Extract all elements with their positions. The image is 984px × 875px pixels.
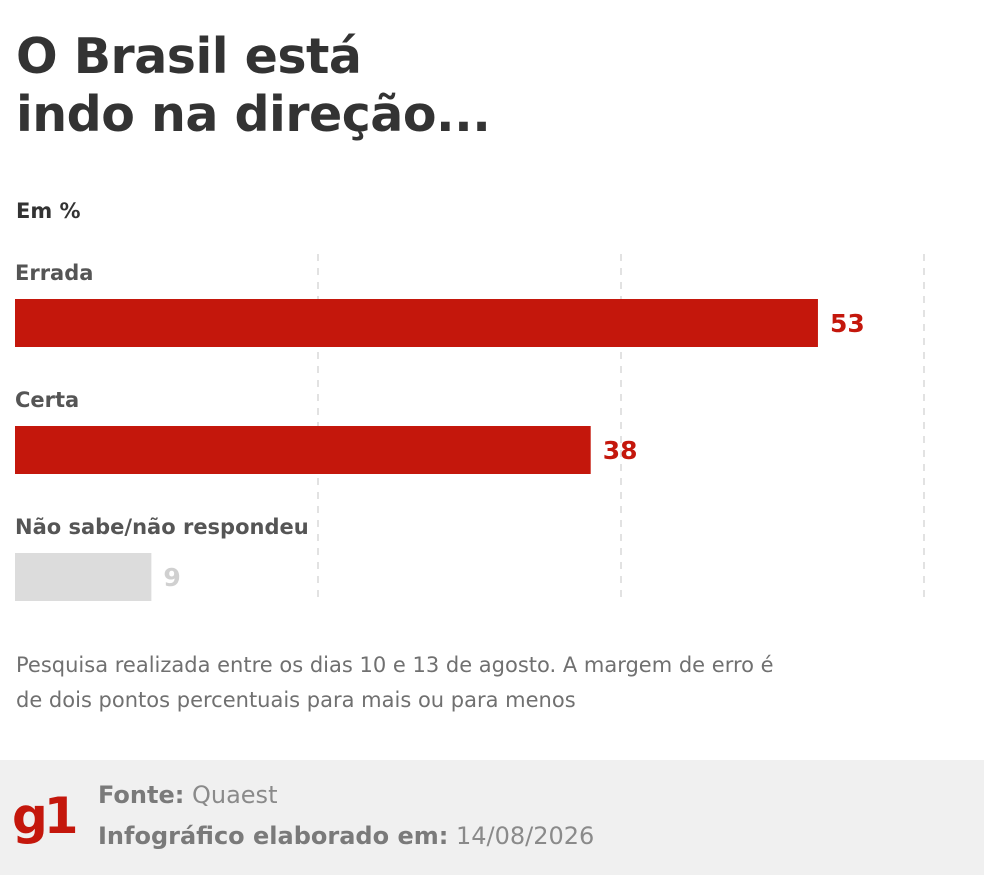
- chart-title-line-2: indo na direção...: [16, 86, 491, 143]
- value-label: 38: [603, 436, 638, 465]
- category-label: Não sabe/não respondeu: [15, 515, 309, 539]
- date-label: Infográfico elaborado em:: [98, 822, 449, 850]
- bar: [15, 426, 591, 474]
- unit-label: Em %: [16, 199, 81, 223]
- bar-chart: Errada 53 Certa 38 Não sabe/não respondeu 9: [15, 254, 925, 602]
- category-label: Errada: [15, 261, 93, 285]
- category-label: Certa: [15, 388, 79, 412]
- bar: [15, 299, 818, 347]
- survey-note: Pesquisa realizada entre os dias 10 e 13…: [16, 653, 774, 712]
- chart-title: O Brasil está indo na direção...: [16, 28, 916, 144]
- source-line: Fonte: Quaest: [98, 778, 277, 812]
- footer: g1 Fonte: Quaest Infográfico elaborado e…: [0, 760, 984, 875]
- bar: [15, 553, 152, 601]
- value-label: 53: [830, 309, 865, 338]
- g1-logo: g1: [12, 787, 79, 845]
- source-value: Quaest: [191, 781, 278, 809]
- date-line: Infográfico elaborado em: 14/08/2026: [98, 819, 594, 853]
- value-label: 9: [163, 563, 180, 592]
- chart-title-line-1: O Brasil está: [16, 28, 362, 85]
- source-label: Fonte:: [98, 781, 185, 809]
- date-value: 14/08/2026: [455, 822, 595, 850]
